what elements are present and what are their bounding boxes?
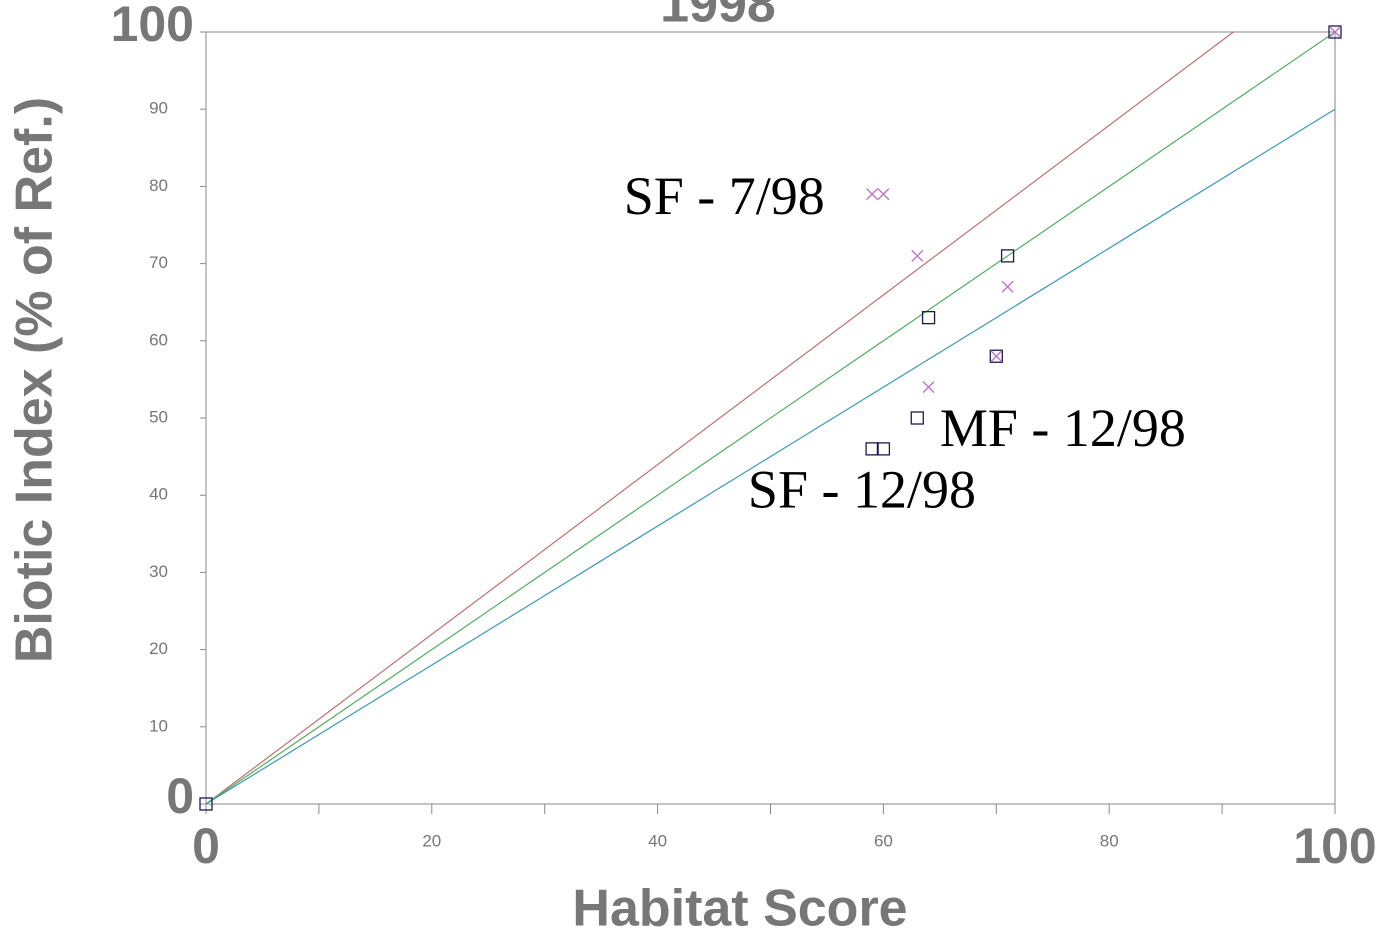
- x-tick-label: 0: [192, 818, 220, 874]
- square-marker: [910, 411, 924, 425]
- cross-marker: [922, 381, 935, 394]
- y-tick-label: 100: [111, 0, 194, 52]
- annotation: MF - 12/98: [940, 398, 1186, 458]
- square-marker: [865, 442, 879, 456]
- y-axis-label: Biotic Index (% of Ref.): [6, 97, 64, 663]
- y-tick-label: 30: [149, 562, 168, 581]
- fit-line: [205, 31, 1234, 805]
- y-tick-label: 40: [149, 485, 168, 504]
- square-marker: [876, 442, 891, 456]
- y-tick-label: 50: [149, 407, 168, 426]
- x-axis-label: Habitat Score: [572, 880, 907, 938]
- x-tick-label: 40: [648, 831, 667, 850]
- annotation: SF - 12/98: [748, 460, 976, 520]
- x-tick-label: 20: [422, 831, 441, 850]
- x-tick-label: 100: [1293, 818, 1376, 874]
- square-marker: [199, 797, 213, 811]
- cross-marker: [990, 350, 1003, 363]
- y-tick-label: 0: [166, 768, 194, 824]
- x-tick-label: 60: [874, 831, 893, 850]
- fit-line: [205, 31, 1336, 805]
- cross-marker: [877, 188, 890, 201]
- fit-line: [205, 108, 1336, 805]
- x-tick-label: 80: [1100, 831, 1119, 850]
- cross-marker: [1001, 280, 1014, 293]
- y-tick-label: 20: [149, 639, 168, 658]
- square-marker: [1000, 249, 1015, 263]
- y-tick-label: 10: [149, 716, 168, 735]
- chart-title: 1998: [660, 0, 776, 34]
- annotation: SF - 7/98: [624, 166, 825, 226]
- square-marker: [921, 310, 936, 325]
- y-tick-label: 70: [149, 253, 168, 272]
- cross-marker: [911, 249, 924, 262]
- cross-marker: [1329, 26, 1341, 38]
- square-marker: [1328, 25, 1342, 39]
- y-tick-label: 80: [149, 176, 168, 195]
- square-marker: [989, 349, 1003, 363]
- cross-marker: [866, 188, 879, 201]
- y-tick-label: 60: [149, 330, 168, 349]
- y-tick-label: 90: [149, 99, 168, 118]
